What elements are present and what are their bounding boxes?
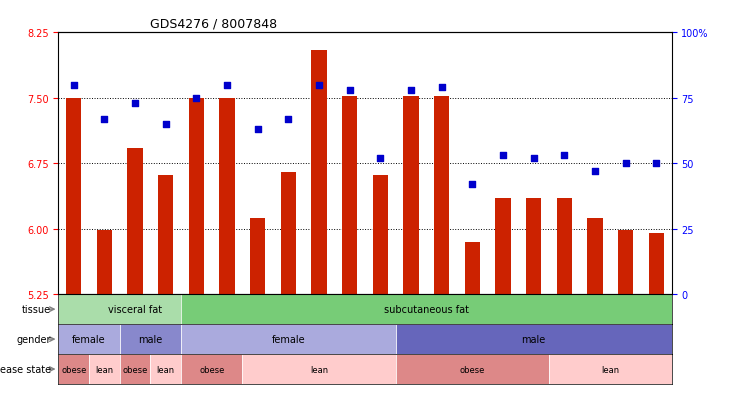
Bar xyxy=(96,231,112,294)
Point xyxy=(283,116,294,123)
Bar xyxy=(312,50,327,294)
Bar xyxy=(618,231,634,294)
Bar xyxy=(181,324,396,354)
Point xyxy=(68,82,80,89)
Bar xyxy=(158,175,174,294)
Bar xyxy=(404,97,419,294)
Bar xyxy=(496,199,511,294)
Bar xyxy=(556,199,572,294)
Text: tissue: tissue xyxy=(22,304,51,314)
Text: subcutaneous fat: subcutaneous fat xyxy=(384,304,469,314)
Point xyxy=(191,95,202,102)
Bar xyxy=(66,98,82,294)
Bar xyxy=(58,354,89,384)
Bar xyxy=(242,354,396,384)
Point xyxy=(589,168,601,175)
Point xyxy=(374,155,386,162)
Bar xyxy=(526,199,542,294)
Point xyxy=(436,85,447,91)
Text: GDS4276 / 8007848: GDS4276 / 8007848 xyxy=(150,17,277,31)
Text: male: male xyxy=(138,334,163,344)
Bar xyxy=(89,354,120,384)
Point xyxy=(497,152,509,159)
Bar xyxy=(58,324,120,354)
Point xyxy=(129,100,141,107)
Bar xyxy=(58,294,212,324)
Bar xyxy=(434,97,450,294)
Text: female: female xyxy=(72,334,106,344)
Bar xyxy=(342,97,358,294)
Bar xyxy=(188,98,204,294)
Point xyxy=(466,181,478,188)
Bar xyxy=(396,324,672,354)
Bar xyxy=(280,173,296,294)
Bar xyxy=(250,218,266,294)
Bar xyxy=(120,354,150,384)
Bar xyxy=(465,242,480,294)
Point xyxy=(650,160,662,167)
Point xyxy=(252,126,264,133)
Bar xyxy=(396,354,549,384)
Point xyxy=(528,155,539,162)
Text: obese: obese xyxy=(199,365,224,374)
Bar xyxy=(219,98,235,294)
Bar xyxy=(181,294,672,324)
Text: obese: obese xyxy=(61,365,86,374)
Point xyxy=(313,82,325,89)
Text: lean: lean xyxy=(310,365,328,374)
Text: lean: lean xyxy=(602,365,619,374)
Text: female: female xyxy=(272,334,305,344)
Point xyxy=(99,116,110,123)
Bar xyxy=(549,354,672,384)
Point xyxy=(558,152,570,159)
Point xyxy=(620,160,631,167)
Bar xyxy=(373,175,388,294)
Text: obese: obese xyxy=(460,365,485,374)
Text: gender: gender xyxy=(17,334,51,344)
Point xyxy=(344,87,356,94)
Text: lean: lean xyxy=(96,365,113,374)
Point xyxy=(221,82,233,89)
Text: obese: obese xyxy=(123,365,147,374)
Bar xyxy=(181,354,242,384)
Text: male: male xyxy=(521,334,546,344)
Text: visceral fat: visceral fat xyxy=(108,304,162,314)
Point xyxy=(160,121,172,128)
Point xyxy=(405,87,417,94)
Bar xyxy=(588,218,603,294)
Bar xyxy=(128,149,143,294)
Text: disease state: disease state xyxy=(0,364,51,374)
Bar xyxy=(120,324,181,354)
Bar xyxy=(649,233,664,294)
Bar xyxy=(150,354,181,384)
Text: lean: lean xyxy=(157,365,174,374)
